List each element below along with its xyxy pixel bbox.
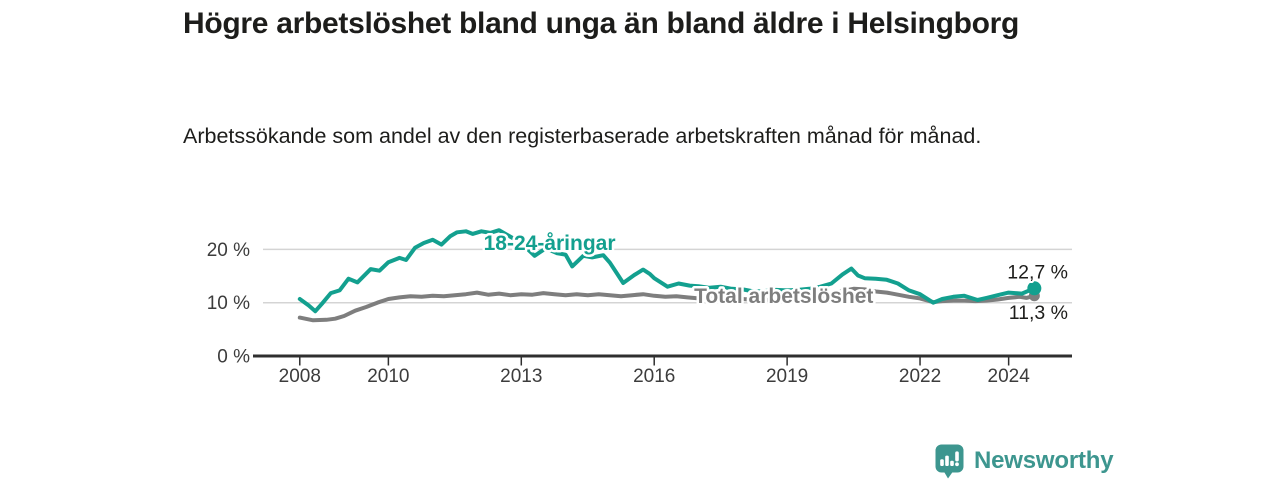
chart-subtitle: Arbetssökande som andel av den registerb…: [183, 124, 982, 148]
series-line-total-arbetslöshet: [297, 286, 1037, 323]
brand-footer: Newsworthy: [934, 443, 1114, 479]
series-label-total-arbetslöshet: Total arbetslöshet: [694, 285, 873, 308]
x-tick-label-2024: 2024: [988, 366, 1031, 387]
unemployment-line-chart: 2008 2010 2013 2016 2019 2022 2024 0 % 10 % 20 % T…: [207, 228, 1072, 387]
x-tick-label-2013: 2013: [500, 366, 542, 387]
x-tick-label-2019: 2019: [766, 366, 808, 387]
newsworthy-logo-icon: [935, 444, 964, 479]
series-line-18-24-åringar: [297, 228, 1037, 314]
x-tick-label-2016: 2016: [633, 366, 675, 387]
end-dot-18-24-åringar: [1027, 281, 1042, 296]
y-tick-label-20: 20 %: [207, 240, 250, 261]
series-label-18-24-åringar: 18-24-åringar: [484, 232, 616, 255]
y-tick-label-0: 0 %: [217, 347, 250, 368]
x-tick-label-2010: 2010: [367, 366, 409, 387]
end-value-label-18-24-åringar: 12,7 %: [1007, 261, 1068, 283]
x-tick-label-2008: 2008: [279, 366, 321, 387]
brand-name: Newsworthy: [974, 447, 1114, 474]
page-title: Högre arbetslöshet bland unga än bland ä…: [183, 7, 1020, 40]
end-value-label-total-arbetslöshet: 11,3 %: [1009, 302, 1068, 324]
x-tick-label-2022: 2022: [899, 366, 941, 387]
y-tick-label-10: 10 %: [207, 293, 250, 314]
